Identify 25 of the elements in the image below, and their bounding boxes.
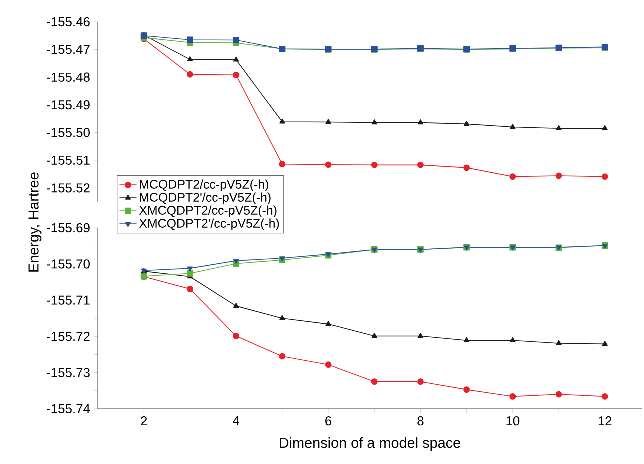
x-tick-label: 12 (598, 416, 612, 426)
x-tick-label: 8 (418, 416, 424, 426)
legend-label: MCQDPT2/cc-pV5Z(-h) (140, 180, 268, 192)
x-tick-label: 10 (506, 416, 520, 426)
y-tick-label: -155.52 (47, 184, 90, 193)
y-tick-label: -155.70 (47, 260, 90, 269)
legend-label: XMCQDPT2'/cc-pV5Z(-h) (139, 218, 280, 230)
y-tick-label: -155.46 (47, 17, 90, 27)
x-tick-label: 6 (326, 416, 332, 426)
y-tick-label: -155.50 (47, 128, 90, 138)
y-axis-title: Energy, Hartree (28, 172, 42, 272)
y-tick-label: -155.48 (47, 72, 90, 82)
y-tick-label: -155.73 (47, 368, 90, 378)
y-tick-label: -155.49 (47, 100, 90, 110)
legend-label: XMCQDPT2/cc-pV5Z(-h) (139, 206, 277, 218)
x-tick-label: 2 (141, 416, 148, 426)
legend-label: MCQDPT2'/cc-pV5Z(-h) (140, 192, 271, 204)
y-tick-label: -155.47 (47, 45, 90, 54)
y-tick-label: -155.69 (47, 223, 90, 233)
y-tick-label: -155.74 (47, 404, 90, 414)
x-tick-label: 4 (233, 416, 240, 426)
x-axis-title: Dimension of a model space (280, 438, 460, 452)
y-tick-label: -155.51 (47, 156, 90, 165)
y-tick-label: -155.72 (47, 332, 90, 342)
y-tick-label: -155.71 (47, 296, 90, 305)
